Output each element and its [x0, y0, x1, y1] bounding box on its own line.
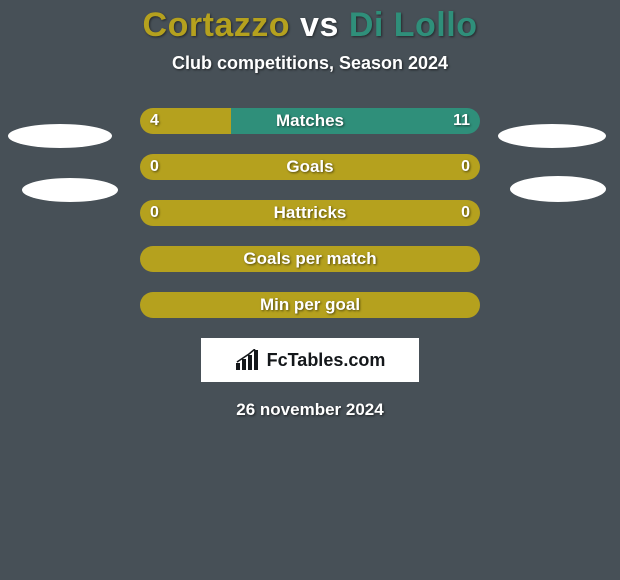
title-vs: vs: [300, 6, 339, 44]
stat-row: Goals per match: [0, 246, 620, 272]
bar-value-right: 0: [461, 154, 470, 180]
bar-value-left: 4: [150, 108, 159, 134]
bar-track: [140, 108, 480, 134]
bar-fill-neutral: [140, 292, 480, 318]
bar-value-left: 0: [150, 154, 159, 180]
bar-fill-neutral: [140, 200, 480, 226]
title-player2: Di Lollo: [349, 6, 478, 44]
page-title: Cortazzo vs Di Lollo: [0, 6, 620, 45]
bar-track: [140, 200, 480, 226]
stat-row: Goals00: [0, 154, 620, 180]
player-badge-ellipse: [22, 178, 118, 202]
subtitle: Club competitions, Season 2024: [0, 53, 620, 74]
bar-value-right: 11: [453, 108, 470, 134]
logo-box: FcTables.com: [201, 338, 419, 382]
logo-text: FcTables.com: [267, 350, 386, 371]
player-badge-ellipse: [8, 124, 112, 148]
date-label: 26 november 2024: [0, 400, 620, 420]
bar-fill-neutral: [140, 154, 480, 180]
bar-fill-right: [231, 108, 480, 134]
bar-track: [140, 292, 480, 318]
comparison-canvas: Cortazzo vs Di Lollo Club competitions, …: [0, 0, 620, 580]
barchart-icon: [235, 349, 261, 371]
bar-fill-neutral: [140, 246, 480, 272]
bar-track: [140, 154, 480, 180]
bar-track: [140, 246, 480, 272]
stat-row: Hattricks00: [0, 200, 620, 226]
stat-row: Min per goal: [0, 292, 620, 318]
title-player1: Cortazzo: [143, 6, 291, 44]
bar-value-right: 0: [461, 200, 470, 226]
player-badge-ellipse: [510, 176, 606, 202]
player-badge-ellipse: [498, 124, 606, 148]
bar-value-left: 0: [150, 200, 159, 226]
